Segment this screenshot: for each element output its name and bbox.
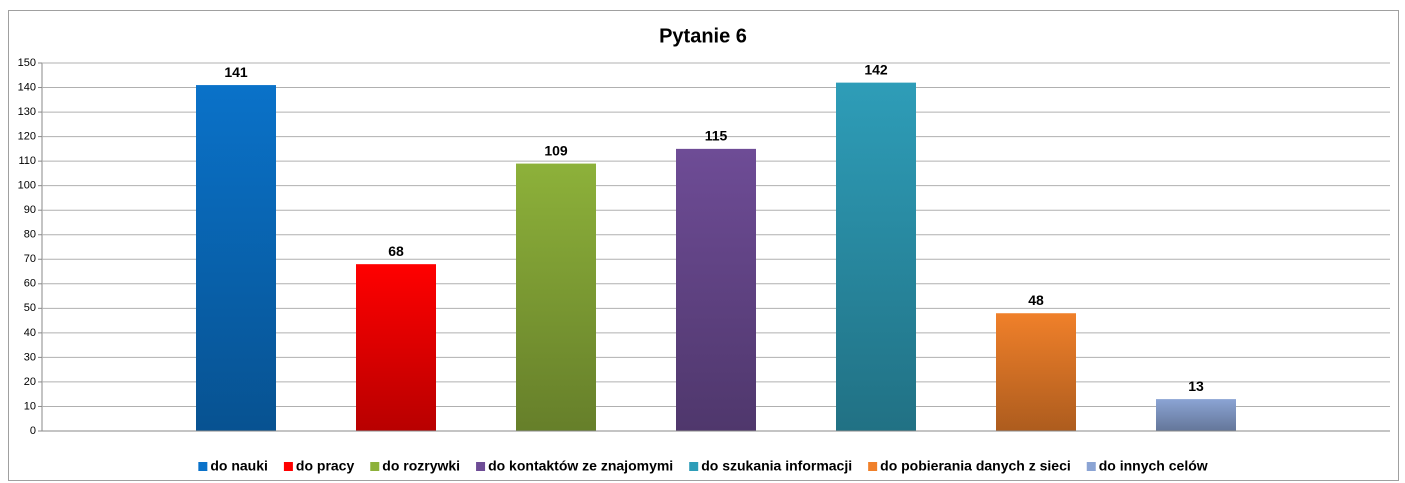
bar [996,313,1076,431]
value-label: 142 [864,61,888,77]
bar [196,85,276,431]
legend-swatch [689,462,699,471]
y-tick-label: 30 [24,351,36,363]
legend-label: do rozrywki [382,458,460,474]
y-tick-label: 110 [18,155,36,167]
y-tick-label: 140 [18,81,36,93]
y-tick-label: 70 [24,253,36,265]
bar [516,163,596,431]
y-tick-label: 100 [18,180,36,192]
legend-label: do innych celów [1099,458,1208,474]
value-label: 109 [544,142,568,158]
value-label: 13 [1188,378,1204,394]
value-label: 68 [388,243,404,259]
y-tick-label: 150 [18,57,36,69]
y-tick-label: 120 [18,131,36,143]
legend-label: do szukania informacji [701,458,852,474]
y-tick-label: 60 [24,278,36,290]
legend-label: do pobierania danych z sieci [880,458,1071,474]
bar [836,82,916,432]
bar [1156,399,1236,431]
legend-swatch [198,462,208,471]
bar [356,264,436,431]
value-label: 141 [224,64,248,80]
legend-label: do pracy [296,458,355,474]
y-tick-label: 130 [18,106,36,118]
y-tick-label: 40 [24,327,36,339]
y-tick-label: 90 [24,204,36,216]
y-tick-label: 0 [30,425,36,437]
y-tick-label: 50 [24,302,36,314]
legend-swatch [1086,462,1096,471]
y-tick-label: 20 [24,376,36,388]
legend-swatch [370,462,380,471]
value-label: 48 [1028,292,1044,308]
value-label: 115 [705,128,728,144]
legend-label: do kontaktów ze znajomymi [488,458,673,474]
bar [676,148,756,431]
legend-swatch [283,462,293,471]
legend-swatch [868,462,878,471]
legend-label: do nauki [210,458,268,474]
legend-swatch [476,462,486,471]
y-tick-label: 10 [24,400,36,412]
chart-title: Pytanie 6 [659,25,747,47]
y-tick-label: 80 [24,229,36,241]
